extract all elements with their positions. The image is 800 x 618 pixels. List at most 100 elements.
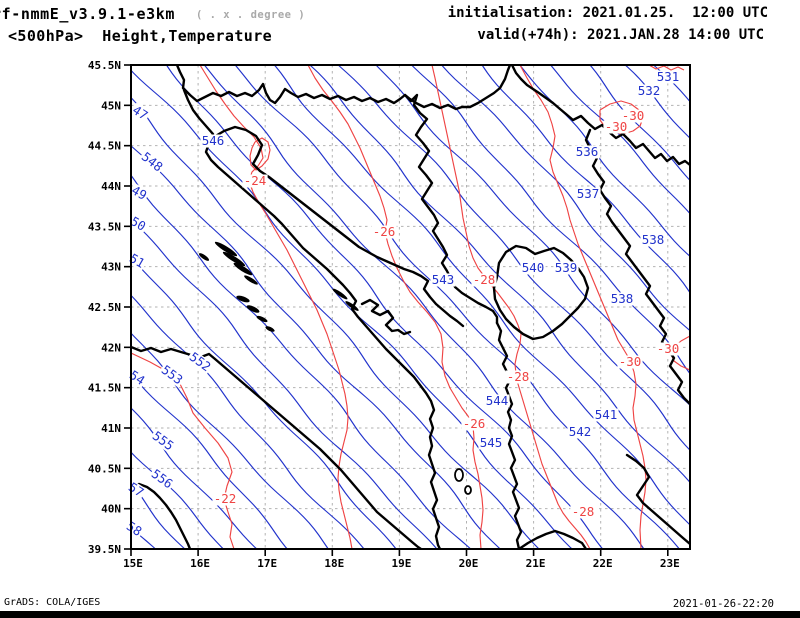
svg-text:-30: -30 <box>619 354 642 369</box>
contour-label: 532 <box>636 83 662 98</box>
height-contour-540 <box>337 65 690 451</box>
contour-label: -30 <box>603 119 629 134</box>
latitude-label: 43.5N <box>88 220 121 233</box>
svg-text:50: 50 <box>128 213 149 234</box>
border-line <box>182 88 442 549</box>
contour-label: 556 <box>147 466 177 492</box>
svg-text:548: 548 <box>139 149 166 175</box>
contour-label: 546 <box>200 133 226 148</box>
latitude-label: 42N <box>101 341 121 354</box>
contour-label: 49 <box>128 182 150 204</box>
height-contour-554 <box>131 372 289 549</box>
svg-text:546: 546 <box>202 133 225 148</box>
height-contour-553 <box>131 332 330 549</box>
height-contour-556 <box>131 451 225 549</box>
longitude-label: 21E <box>526 557 546 570</box>
border-line <box>360 298 412 336</box>
latitude-label: 41.5N <box>88 382 121 395</box>
height-contour-547 <box>131 96 540 549</box>
contour-label: 548 <box>138 149 166 175</box>
contour-label: 545 <box>478 435 504 450</box>
height-contour-537 <box>441 65 690 332</box>
grads-credit: GrADS: COLA/IGES <box>4 597 101 608</box>
border-line <box>584 128 690 406</box>
latitude-label: 40.5N <box>88 462 121 475</box>
generation-timestamp: 2021-01-26-22:20 <box>672 598 774 610</box>
lake <box>454 468 464 482</box>
border-line <box>510 65 690 167</box>
island <box>233 262 253 276</box>
contour-label: 531 <box>655 69 681 84</box>
contour-label: 51 <box>126 250 148 272</box>
contour-label: 538 <box>609 291 635 306</box>
svg-text:-30: -30 <box>657 341 680 356</box>
height-contour-550 <box>131 219 438 549</box>
border-line <box>131 482 192 549</box>
temperature-contour <box>131 352 235 549</box>
svg-text:51: 51 <box>127 250 148 271</box>
border-line <box>495 321 523 549</box>
latitude-label: 41N <box>101 422 121 435</box>
contour-label: 555 <box>148 428 178 454</box>
island <box>214 241 238 257</box>
lake <box>464 485 472 495</box>
contour-label: 541 <box>593 407 619 422</box>
latitude-label: 42.5N <box>88 301 121 314</box>
svg-text:47: 47 <box>130 102 151 123</box>
border-line <box>492 244 590 341</box>
contour-label: 536 <box>574 144 600 159</box>
contour-label: 50 <box>127 213 149 235</box>
border-line <box>517 529 588 549</box>
svg-text:58: 58 <box>124 518 145 539</box>
svg-text:553: 553 <box>159 362 186 387</box>
height-contour-548 <box>131 145 502 549</box>
svg-text:-28: -28 <box>572 504 595 519</box>
contour-label: -30 <box>617 354 643 369</box>
contour-label: -22 <box>212 491 238 506</box>
island <box>332 288 348 300</box>
svg-text:-30: -30 <box>622 108 645 123</box>
model-grid-suffix: ( . x . degree ) <box>196 9 306 21</box>
svg-text:531: 531 <box>657 69 680 84</box>
contour-label: 540 <box>520 260 546 275</box>
temperature-contour <box>249 137 271 171</box>
svg-text:542: 542 <box>569 424 592 439</box>
height-contour-549 <box>131 174 472 549</box>
border-line <box>403 93 499 325</box>
contour-label: 544 <box>484 393 510 408</box>
island <box>222 251 246 267</box>
latitude-label: 45N <box>101 99 121 112</box>
island <box>256 315 268 323</box>
contour-label: -26 <box>371 224 397 239</box>
svg-text:537: 537 <box>577 186 600 201</box>
svg-text:54: 54 <box>127 367 148 388</box>
island <box>198 253 210 261</box>
temperature-contour-lines <box>131 65 690 549</box>
axes: 45.5N 45N 44.5N 44N 43.5N 43N 42.5N 42N 41.5N 41N… <box>88 59 680 570</box>
gridlines <box>131 65 690 550</box>
svg-text:-22: -22 <box>214 491 237 506</box>
height-contour-546 <box>131 69 573 549</box>
longitude-label: 23E <box>660 557 680 570</box>
latitude-label: 39.5N <box>88 543 121 556</box>
contour-label: -28 <box>471 272 497 287</box>
temperature-contour <box>648 65 685 71</box>
island <box>246 305 260 313</box>
contour-label: 543 <box>430 272 456 287</box>
latitude-label: 44N <box>101 180 121 193</box>
latitude-label: 40N <box>101 503 121 516</box>
svg-text:57: 57 <box>126 479 147 500</box>
contour-label: 539 <box>553 260 579 275</box>
contour-label: -24 <box>242 173 268 188</box>
longitude-label: 17E <box>257 557 277 570</box>
contour-label: 57 <box>124 479 148 501</box>
height-contour-533 <box>589 65 690 182</box>
height-contour-lines <box>131 65 690 549</box>
temperature-contour-labels: -30-30-24-26-28-30-30-28-26-22-28 <box>212 108 681 519</box>
height-contour-555 <box>131 407 258 549</box>
svg-text:552: 552 <box>187 349 214 374</box>
border-line <box>212 125 465 328</box>
height-contour-541 <box>309 65 690 484</box>
